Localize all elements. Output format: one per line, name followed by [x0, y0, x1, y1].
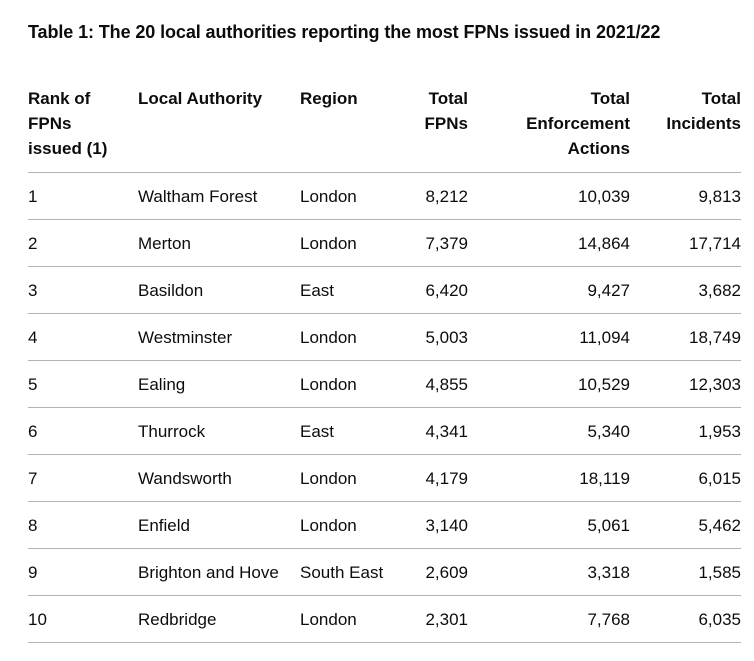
cell-total-enforcement-actions: 3,318 — [468, 548, 630, 596]
cell-local-authority: Basildon — [138, 266, 300, 314]
fpn-table: Rank of FPNs issued (1) Local Authority … — [28, 86, 741, 643]
cell-total-fpns: 4,179 — [395, 454, 468, 502]
cell-rank: 5 — [28, 360, 138, 408]
cell-local-authority: Merton — [138, 219, 300, 267]
cell-total-fpns: 8,212 — [395, 172, 468, 220]
table-body: 1 Waltham Forest London 8,212 10,039 9,813 2 Me… — [28, 172, 741, 643]
table-row: 9 Brighton and Hove South East 2,609 3,318 1,… — [28, 548, 741, 596]
header-total-enforcement-actions: Total Enforcement Actions — [468, 86, 630, 173]
cell-total-incidents: 9,813 — [630, 172, 741, 220]
cell-total-incidents: 6,015 — [630, 454, 741, 502]
table-row: 6 Thurrock East 4,341 5,340 1,953 — [28, 407, 741, 455]
cell-rank: 10 — [28, 595, 138, 643]
header-total-incidents: Total Incidents — [630, 86, 741, 173]
cell-region: South East — [300, 548, 395, 596]
cell-total-incidents: 12,303 — [630, 360, 741, 408]
cell-local-authority: Westminster — [138, 313, 300, 361]
cell-total-enforcement-actions: 10,039 — [468, 172, 630, 220]
table-row: 8 Enfield London 3,140 5,061 5,462 — [28, 501, 741, 549]
table-row: 10 Redbridge London 2,301 7,768 6,035 — [28, 595, 741, 643]
cell-local-authority: Wandsworth — [138, 454, 300, 502]
cell-rank: 1 — [28, 172, 138, 220]
cell-total-incidents: 5,462 — [630, 501, 741, 549]
cell-total-enforcement-actions: 5,061 — [468, 501, 630, 549]
cell-total-fpns: 3,140 — [395, 501, 468, 549]
cell-total-enforcement-actions: 10,529 — [468, 360, 630, 408]
cell-region: London — [300, 172, 395, 220]
cell-local-authority: Enfield — [138, 501, 300, 549]
header-rank: Rank of FPNs issued (1) — [28, 86, 138, 173]
cell-local-authority: Brighton and Hove — [138, 548, 300, 596]
cell-region: London — [300, 454, 395, 502]
cell-local-authority: Thurrock — [138, 407, 300, 455]
cell-region: London — [300, 219, 395, 267]
cell-total-fpns: 5,003 — [395, 313, 468, 361]
cell-region: London — [300, 501, 395, 549]
cell-total-incidents: 1,585 — [630, 548, 741, 596]
table-row: 7 Wandsworth London 4,179 18,119 6,015 — [28, 454, 741, 502]
cell-region: East — [300, 266, 395, 314]
cell-total-incidents: 17,714 — [630, 219, 741, 267]
cell-rank: 6 — [28, 407, 138, 455]
cell-total-fpns: 2,301 — [395, 595, 468, 643]
cell-total-fpns: 4,341 — [395, 407, 468, 455]
cell-rank: 9 — [28, 548, 138, 596]
cell-total-incidents: 6,035 — [630, 595, 741, 643]
cell-total-enforcement-actions: 7,768 — [468, 595, 630, 643]
table-row: 3 Basildon East 6,420 9,427 3,682 — [28, 266, 741, 314]
cell-rank: 2 — [28, 219, 138, 267]
header-row: Rank of FPNs issued (1) Local Authority … — [28, 86, 741, 173]
cell-rank: 7 — [28, 454, 138, 502]
table-row: 1 Waltham Forest London 8,212 10,039 9,813 — [28, 172, 741, 220]
header-local-authority: Local Authority — [138, 86, 300, 173]
cell-region: London — [300, 360, 395, 408]
cell-total-enforcement-actions: 11,094 — [468, 313, 630, 361]
cell-total-enforcement-actions: 14,864 — [468, 219, 630, 267]
cell-total-enforcement-actions: 18,119 — [468, 454, 630, 502]
table-header: Rank of FPNs issued (1) Local Authority … — [28, 86, 741, 173]
cell-region: London — [300, 313, 395, 361]
cell-rank: 4 — [28, 313, 138, 361]
cell-local-authority: Waltham Forest — [138, 172, 300, 220]
cell-local-authority: Ealing — [138, 360, 300, 408]
cell-total-enforcement-actions: 5,340 — [468, 407, 630, 455]
cell-total-incidents: 1,953 — [630, 407, 741, 455]
cell-total-incidents: 3,682 — [630, 266, 741, 314]
table-caption: Table 1: The 20 local authorities report… — [28, 22, 661, 42]
header-total-fpns: Total FPNs — [395, 86, 468, 173]
cell-total-fpns: 7,379 — [395, 219, 468, 267]
cell-total-fpns: 2,609 — [395, 548, 468, 596]
table-row: 5 Ealing London 4,855 10,529 12,303 — [28, 360, 741, 408]
cell-rank: 8 — [28, 501, 138, 549]
cell-total-fpns: 6,420 — [395, 266, 468, 314]
table-row: 2 Merton London 7,379 14,864 17,714 — [28, 219, 741, 267]
cell-total-enforcement-actions: 9,427 — [468, 266, 630, 314]
table-row: 4 Westminster London 5,003 11,094 18,749 — [28, 313, 741, 361]
cell-local-authority: Redbridge — [138, 595, 300, 643]
header-region: Region — [300, 86, 395, 173]
cell-region: London — [300, 595, 395, 643]
cell-total-incidents: 18,749 — [630, 313, 741, 361]
cell-region: East — [300, 407, 395, 455]
cell-rank: 3 — [28, 266, 138, 314]
cell-total-fpns: 4,855 — [395, 360, 468, 408]
